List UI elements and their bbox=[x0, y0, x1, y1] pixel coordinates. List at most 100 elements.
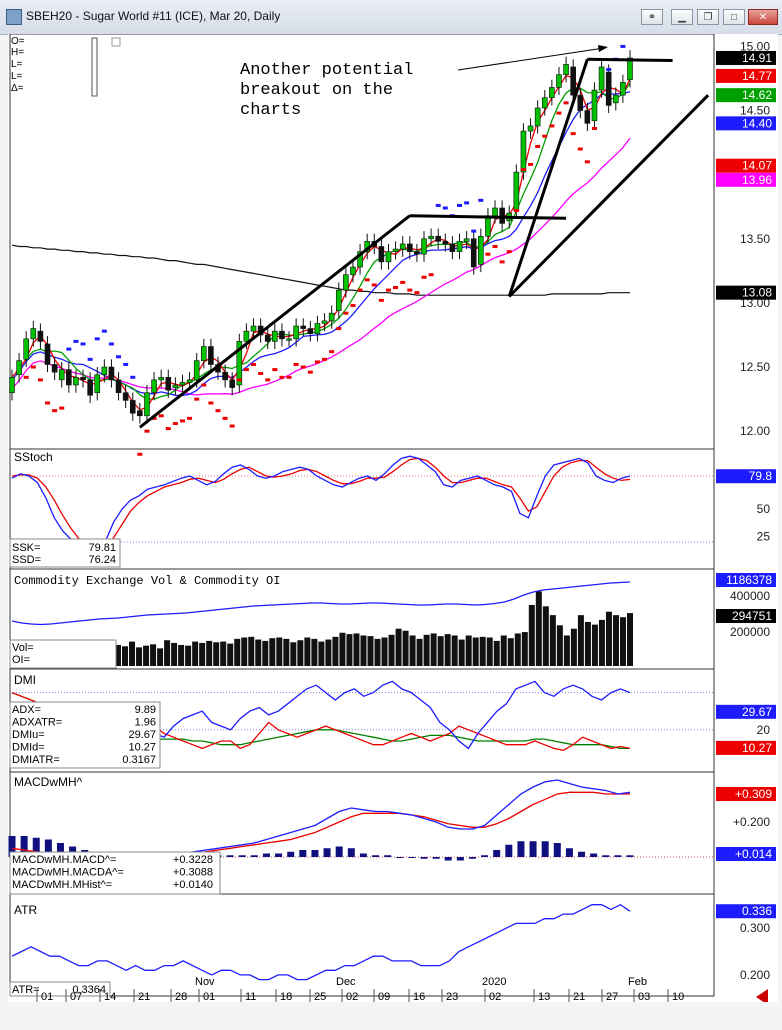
volume-bar bbox=[430, 633, 437, 666]
panel-menu-button[interactable] bbox=[111, 37, 121, 47]
candle-body bbox=[449, 243, 456, 252]
sar-dot bbox=[492, 244, 498, 248]
sar-dot bbox=[307, 370, 313, 374]
candle-body bbox=[293, 325, 299, 340]
sar-dot bbox=[215, 409, 221, 413]
volume-bar bbox=[493, 640, 500, 666]
candle-body bbox=[470, 238, 477, 268]
macd-histogram-bar bbox=[56, 843, 64, 857]
sar-dot bbox=[385, 288, 391, 292]
sar-dot bbox=[520, 168, 526, 172]
sar-dot bbox=[400, 280, 406, 284]
candle-body bbox=[463, 238, 470, 242]
sar-dot bbox=[208, 401, 214, 405]
maximize-button[interactable]: □ bbox=[723, 9, 745, 25]
candle-body bbox=[584, 110, 591, 124]
stoch-readout-label: SSD= bbox=[12, 554, 41, 566]
candle-body bbox=[208, 346, 214, 365]
volume-bar bbox=[157, 648, 164, 666]
link-icon[interactable]: ⚭ bbox=[641, 9, 663, 25]
close-button[interactable]: ✕ bbox=[748, 9, 778, 25]
volume-bar bbox=[290, 642, 297, 666]
macd-histogram-bar bbox=[578, 851, 586, 857]
ohlc-label-low: L= bbox=[11, 59, 23, 70]
resistance-trend-line bbox=[409, 214, 567, 220]
volume-bar bbox=[598, 619, 605, 666]
volume-bar bbox=[332, 636, 339, 666]
macd-hist-tag: +0.014 bbox=[735, 847, 772, 861]
candle-body bbox=[279, 330, 285, 340]
volume-bar bbox=[402, 630, 409, 666]
sar-dot bbox=[101, 329, 107, 333]
price-tag-bg bbox=[716, 158, 776, 173]
price-tag: 14.91 bbox=[742, 51, 772, 65]
candle-body bbox=[272, 330, 278, 342]
sar-dot bbox=[87, 357, 93, 361]
macd-histogram-bar bbox=[420, 857, 428, 859]
price-tick-label: 14.50 bbox=[740, 104, 770, 118]
volume-bar bbox=[521, 632, 528, 666]
macd-histogram-bar bbox=[444, 857, 452, 861]
annotation-arrow bbox=[457, 47, 605, 71]
volume-bar bbox=[346, 634, 353, 666]
channel-top-line bbox=[587, 57, 673, 63]
candle-body bbox=[137, 410, 143, 417]
macd-average-tag: +0.309 bbox=[735, 787, 772, 801]
x-day-label: 14 bbox=[104, 991, 116, 1002]
sar-dot bbox=[80, 342, 86, 346]
candle-body bbox=[406, 243, 413, 252]
annotation-line-2: breakout on the bbox=[240, 81, 393, 100]
sar-dot bbox=[265, 378, 271, 382]
volume-title: Commodity Exchange Vol & Commodity OI bbox=[14, 574, 280, 588]
dmi-readout-label: DMIATR= bbox=[12, 754, 60, 766]
volume-bar bbox=[241, 637, 248, 666]
sar-dot bbox=[336, 327, 342, 331]
price-tick-label: 12.50 bbox=[740, 360, 770, 374]
sar-dot bbox=[165, 427, 171, 431]
x-day-label: 18 bbox=[280, 991, 292, 1002]
macd-histogram-bar bbox=[468, 857, 476, 859]
candle-body bbox=[222, 371, 228, 381]
volume-bar bbox=[388, 634, 395, 666]
dmid-tag-bg bbox=[716, 740, 776, 755]
atr-tick-label: 0.300 bbox=[740, 921, 770, 935]
candle-body bbox=[534, 107, 541, 127]
sar-dot bbox=[584, 160, 590, 164]
price-tick-label: 15.00 bbox=[740, 39, 770, 53]
macd-histogram-bar bbox=[32, 837, 40, 857]
candle-body bbox=[627, 57, 633, 81]
sar-dot bbox=[222, 416, 228, 420]
volume-bar bbox=[192, 641, 199, 666]
ohlc-label-open: O= bbox=[11, 36, 25, 47]
sar-dot bbox=[258, 371, 264, 375]
candle-body bbox=[513, 171, 520, 211]
candle-body bbox=[343, 274, 349, 291]
sar-dot bbox=[236, 378, 242, 382]
volume-bar bbox=[465, 635, 472, 666]
green-moving-average-line bbox=[11, 82, 631, 400]
candle-body bbox=[80, 377, 86, 381]
sar-dot bbox=[435, 203, 441, 207]
channel-lower-line bbox=[508, 94, 710, 298]
minimize-button[interactable]: ▁ bbox=[671, 9, 693, 25]
macd-histogram-bar bbox=[20, 836, 28, 857]
restore-button[interactable]: ❐ bbox=[697, 9, 719, 25]
volume-bar bbox=[549, 615, 556, 666]
price-tick-label: 12.00 bbox=[740, 424, 770, 438]
macd-title: MACDwMH^ bbox=[14, 775, 83, 789]
candle-body bbox=[58, 369, 65, 381]
macd-average-tag-bg bbox=[716, 787, 776, 801]
volume-bar bbox=[178, 644, 185, 666]
volume-panel: 1186378 400000 294751 200000 Vol=OI= bbox=[9, 573, 776, 669]
volume-bar bbox=[612, 615, 619, 666]
ohlc-label-high: H= bbox=[11, 47, 24, 58]
chart-area: 12.0012.5013.0013.5014.5015.0014.9114.77… bbox=[8, 34, 778, 1002]
sar-dot bbox=[577, 147, 583, 151]
volume-bar bbox=[318, 641, 325, 666]
scroll-left-arrow-icon[interactable] bbox=[756, 989, 768, 1002]
atr-readout-value: 0.3364 bbox=[72, 984, 106, 996]
ohlc-readout: O= H= L= L= Δ= bbox=[11, 36, 121, 97]
x-day-label: 16 bbox=[413, 991, 425, 1002]
sar-dot bbox=[350, 303, 356, 307]
sar-dot bbox=[485, 252, 491, 256]
